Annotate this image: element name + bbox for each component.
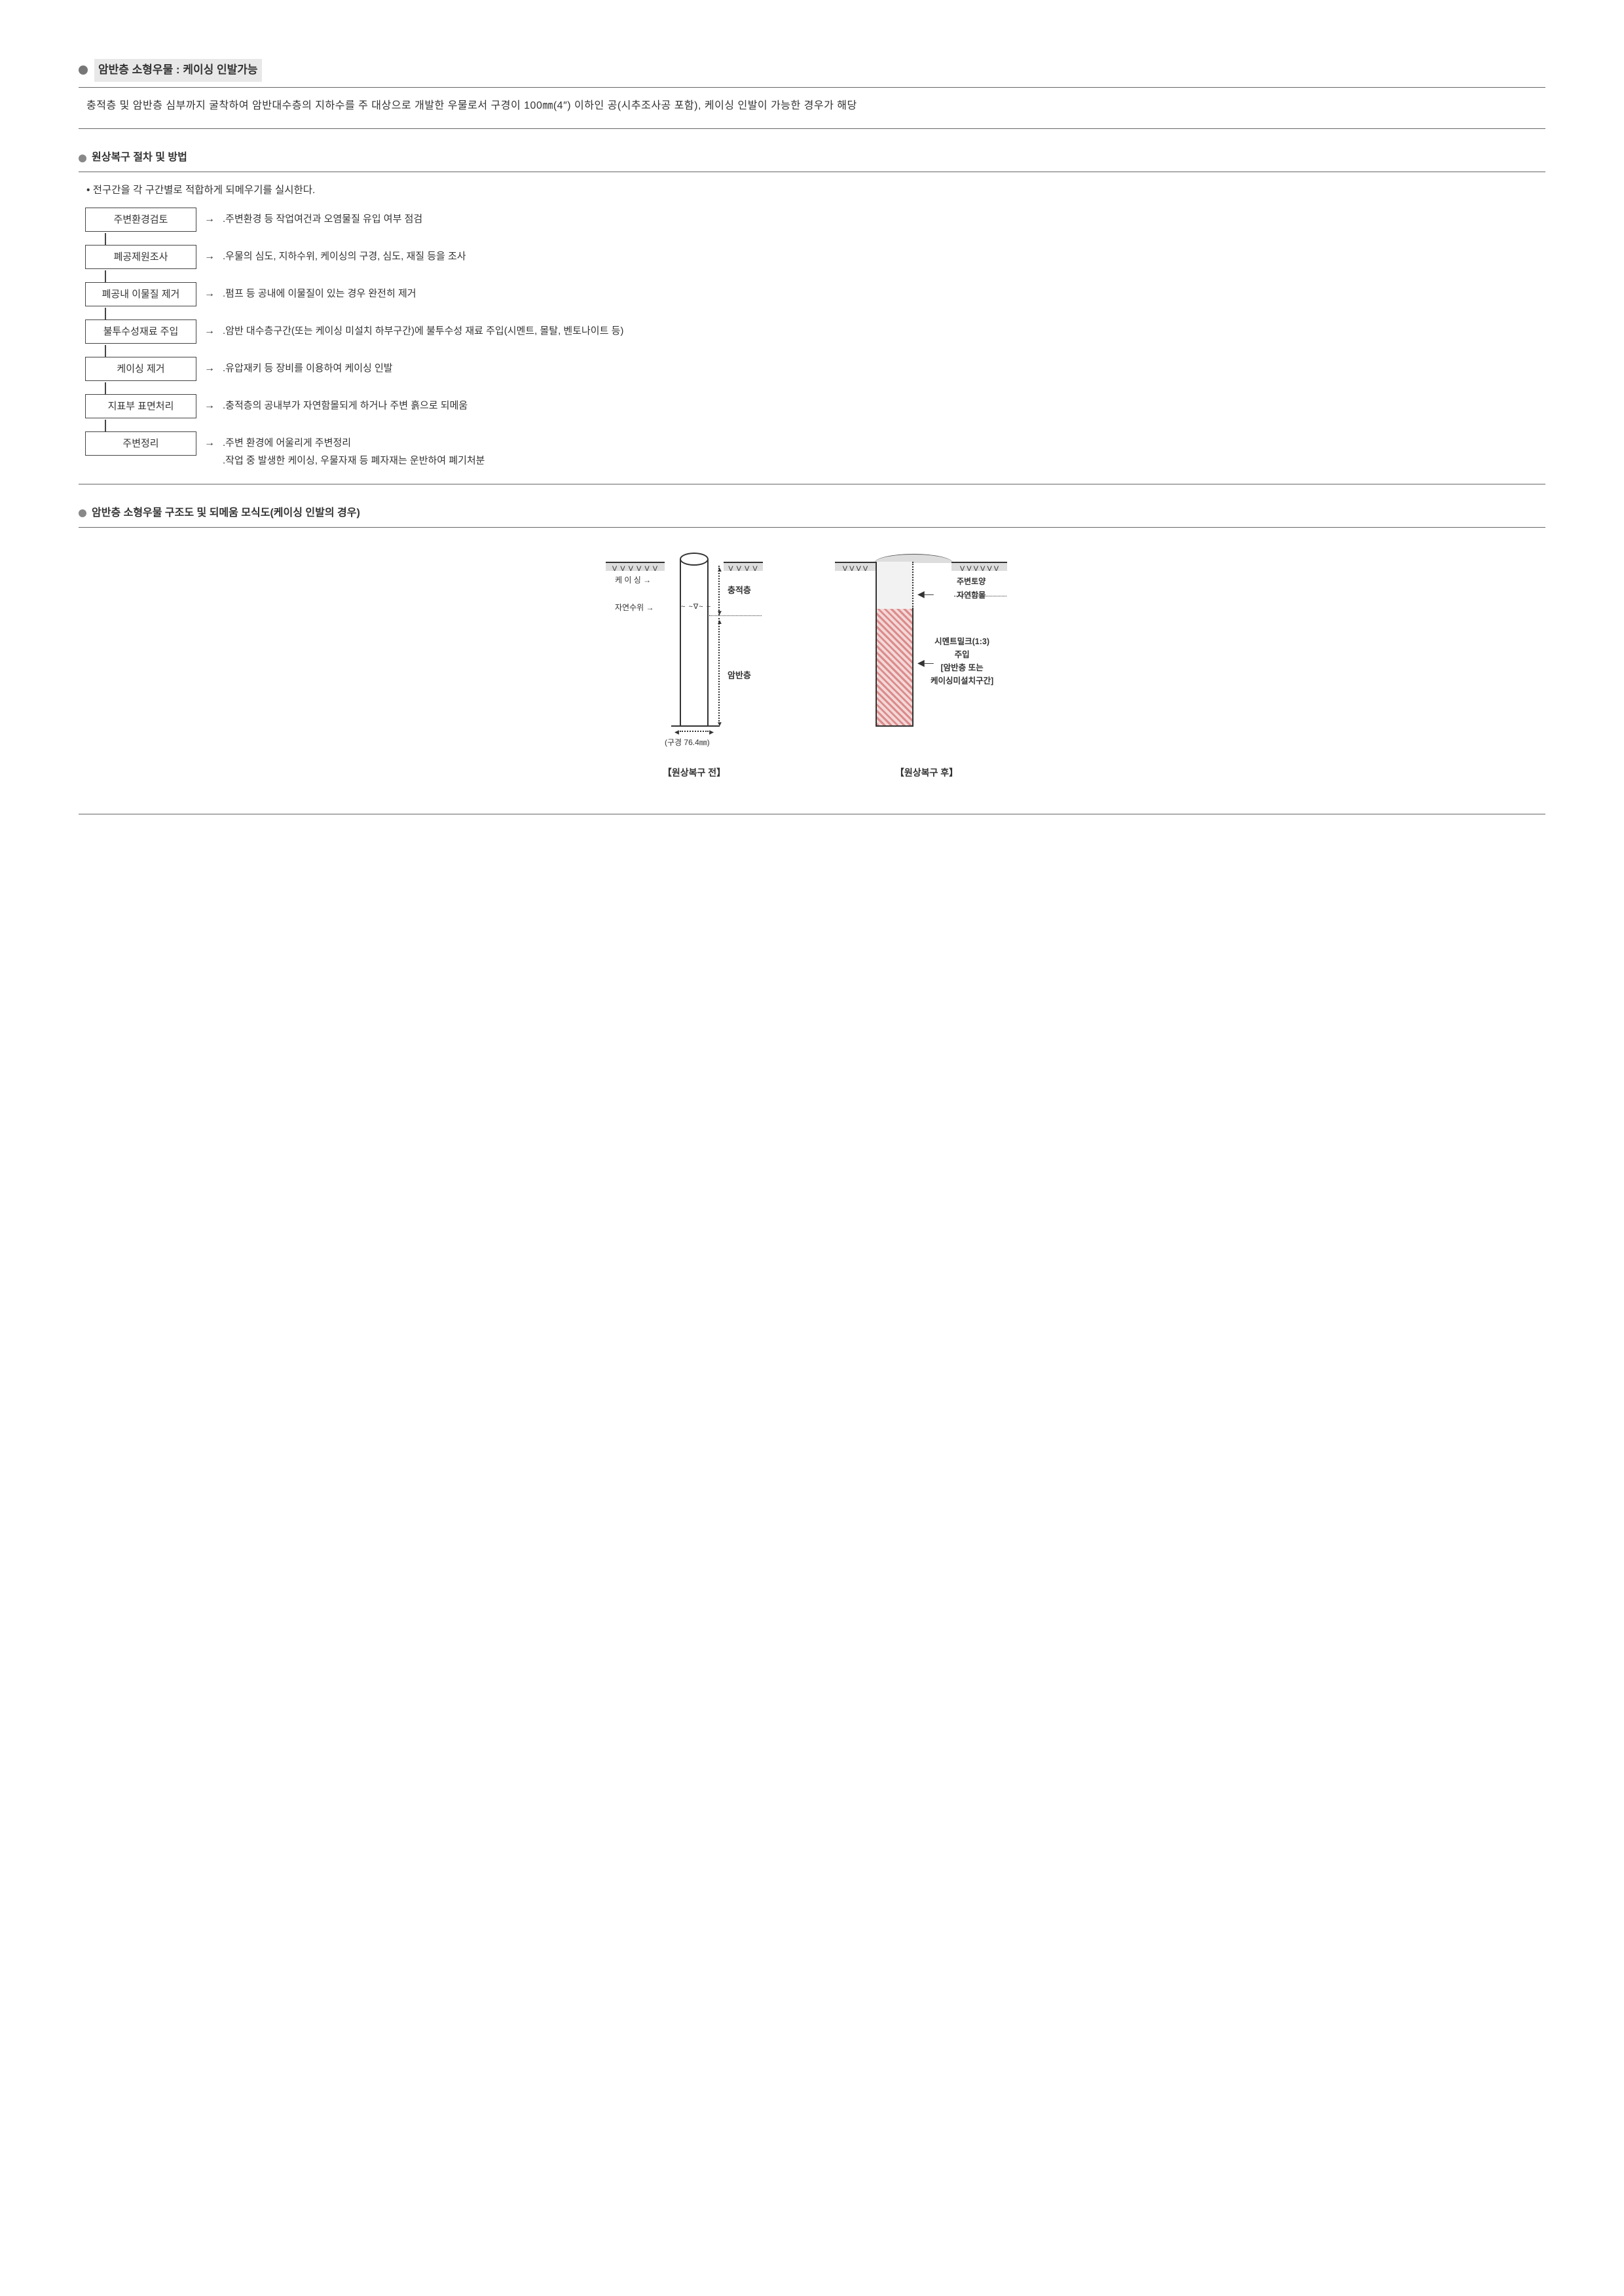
description-text: 충적층 및 암반층 심부까지 굴착하여 암반대수층의 지하수를 주 대상으로 개… (79, 90, 1545, 126)
diagram-before-caption: 【원상복구 전】 (663, 765, 726, 781)
flow-desc: .우물의 심도, 지하수위, 케이싱의 구경, 심도, 재질 등을 조사 (223, 245, 1539, 265)
arrow-right-icon: → (204, 357, 215, 378)
flow-desc: .펌프 등 공내에 이물질이 있는 경우 완전히 제거 (223, 282, 1539, 302)
ground-left: V V V V (835, 562, 876, 571)
soil-collapse-label: 주변토양자연함몰 (957, 575, 986, 603)
divider (79, 87, 1545, 88)
flow-desc: .충적층의 공내부가 자연함몰되게 하거나 주변 흙으로 되메움 (223, 394, 1539, 414)
flow-connector (105, 233, 106, 245)
layer-boundary (709, 615, 762, 616)
flow-connector (105, 420, 106, 431)
main-title-row: 암반층 소형우물 : 케이싱 인발가능 (79, 59, 1545, 82)
dim-amban: ▲▼ (718, 618, 720, 727)
cement-milk-label: 시멘트밀크(1:3)주입[암반층 또는케이싱미설치구간] (931, 635, 993, 687)
diagram-after-caption: 【원상복구 후】 (895, 765, 958, 781)
procedure-intro: • 전구간을 각 구간별로 적합하게 되메우기를 실시한다. (79, 175, 1545, 208)
flow-desc: .유압재키 등 장비를 이용하여 케이싱 인발 (223, 357, 1539, 377)
ground-right: V V V V (724, 562, 763, 571)
casing-top-ellipse (680, 553, 709, 566)
flow-box: 폐공제원조사 (85, 245, 196, 269)
arrow-right-icon: → (204, 394, 215, 416)
flow-connector (105, 382, 106, 394)
flow-box: 불투수성재료 주입 (85, 319, 196, 344)
diameter-label: (구경 76.4㎜) (665, 736, 710, 750)
flowchart: 주변환경검토 → .주변환경 등 작업여건과 오염물질 유입 여부 점검폐공제원조사… (79, 208, 1545, 477)
title-sub-text: 케이싱 인발가능 (183, 64, 257, 76)
water-level-mark: ~ ~∇~ ~ (681, 601, 711, 614)
backfill-upper (876, 562, 913, 609)
main-title: 암반층 소형우물 : 케이싱 인발가능 (94, 59, 262, 82)
flow-desc: .주변환경 등 작업여건과 오염물질 유입 여부 점검 (223, 208, 1539, 228)
bullet-icon (79, 155, 86, 162)
title-main-text: 암반층 소형우물 : (98, 64, 180, 76)
flow-step: 주변환경검토 → .주변환경 등 작업여건과 오염물질 유입 여부 점검 (85, 208, 1539, 232)
water-label: 자연수위 → (615, 601, 654, 615)
arrow-right-icon: → (204, 282, 215, 304)
divider (79, 128, 1545, 129)
flow-box: 폐공내 이물질 제거 (85, 282, 196, 306)
flow-box: 지표부 표면처리 (85, 394, 196, 418)
schema-section: 암반층 소형우물 구조도 및 되메움 모식도(케이싱 인발의 경우) V V V… (79, 504, 1545, 794)
ground-left: V V V V V V (606, 562, 665, 571)
arrow-left-icon: ◀— (917, 586, 934, 602)
casing-wall-left (680, 559, 681, 727)
procedure-title: 원상복구 절차 및 방법 (92, 149, 187, 168)
flow-box: 주변환경검토 (85, 208, 196, 232)
flow-step: 불투수성재료 주입 → .암반 대수층구간(또는 케이싱 미설치 하부구간)에 불투… (85, 319, 1539, 344)
flow-step: 폐공제원조사 → .우물의 심도, 지하수위, 케이싱의 구경, 심도, 재질 등을… (85, 245, 1539, 269)
backfill-lower-hatch (876, 609, 913, 727)
flow-connector (105, 270, 106, 282)
diagram-after-canvas: V V V V V V V V V V ◀— 주변토양자연함몰 ◀— 시멘트밀크… (835, 550, 1018, 759)
flow-desc: .주변 환경에 어울리게 주변정리.작업 중 발생한 케이싱, 우물자재 등 폐… (223, 431, 1539, 469)
procedure-title-row: 원상복구 절차 및 방법 (79, 149, 1545, 168)
arrow-right-icon: → (204, 319, 215, 341)
flow-box: 케이싱 제거 (85, 357, 196, 381)
layer-amban-label: 암반층 (728, 668, 751, 683)
casing-label: 케 이 싱 → (615, 574, 651, 588)
schema-title: 암반층 소형우물 구조도 및 되메움 모식도(케이싱 인발의 경우) (92, 504, 360, 523)
bullet-icon (79, 65, 88, 75)
ground-right: V V V V V V (951, 562, 1007, 571)
flow-step: 주변정리 → .주변 환경에 어울리게 주변정리.작업 중 발생한 케이싱, 우물자… (85, 431, 1539, 469)
flow-step: 케이싱 제거 → .유압재키 등 장비를 이용하여 케이싱 인발 (85, 357, 1539, 381)
flow-step: 지표부 표면처리 → .충적층의 공내부가 자연함몰되게 하거나 주변 흙으로 되메… (85, 394, 1539, 418)
casing-wall-right (707, 559, 709, 727)
schema-title-row: 암반층 소형우물 구조도 및 되메움 모식도(케이싱 인발의 경우) (79, 504, 1545, 523)
arrow-right-icon: → (204, 208, 215, 229)
arrow-right-icon: → (204, 245, 215, 266)
flow-connector (105, 345, 106, 357)
arrow-right-icon: → (204, 431, 215, 453)
diagram-after: V V V V V V V V V V ◀— 주변토양자연함몰 ◀— 시멘트밀크… (835, 550, 1018, 781)
flow-desc: .암반 대수층구간(또는 케이싱 미설치 하부구간)에 불투수성 재료 주입(시… (223, 319, 1539, 340)
dim-choong: ▲▼ (718, 566, 720, 615)
flow-step: 폐공내 이물질 제거 → .펌프 등 공내에 이물질이 있는 경우 완전히 제거 (85, 282, 1539, 306)
dim-diameter (680, 731, 709, 732)
diagrams-container: V V V V V V V V V V 케 이 싱 → 자연수위 → ~ ~∇~… (79, 530, 1545, 794)
flow-connector (105, 308, 106, 319)
procedure-section: 원상복구 절차 및 방법 • 전구간을 각 구간별로 적합하게 되메우기를 실시… (79, 149, 1545, 477)
bullet-icon (79, 509, 86, 517)
diagram-before: V V V V V V V V V V 케 이 싱 → 자연수위 → ~ ~∇~… (606, 550, 783, 781)
flow-box: 주변정리 (85, 431, 196, 456)
divider (79, 527, 1545, 528)
diagram-before-canvas: V V V V V V V V V V 케 이 싱 → 자연수위 → ~ ~∇~… (606, 550, 783, 759)
layer-choong-label: 충적층 (728, 583, 751, 598)
